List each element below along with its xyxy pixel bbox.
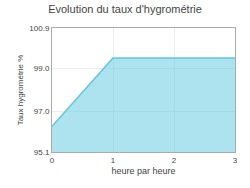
svg-text:heure par heure: heure par heure (111, 166, 175, 176)
svg-text:95.1: 95.1 (34, 148, 50, 157)
svg-text:3: 3 (233, 156, 238, 165)
svg-text:99.0: 99.0 (34, 64, 50, 73)
svg-text:Taux hygrométrie %: Taux hygrométrie % (16, 55, 25, 126)
svg-text:0: 0 (50, 156, 55, 165)
svg-text:1: 1 (111, 156, 116, 165)
svg-text:Evolution du taux d'hygrométri: Evolution du taux d'hygrométrie (48, 3, 202, 15)
svg-text:100.9: 100.9 (29, 24, 50, 33)
svg-text:97.0: 97.0 (34, 107, 50, 116)
svg-text:2: 2 (172, 156, 177, 165)
